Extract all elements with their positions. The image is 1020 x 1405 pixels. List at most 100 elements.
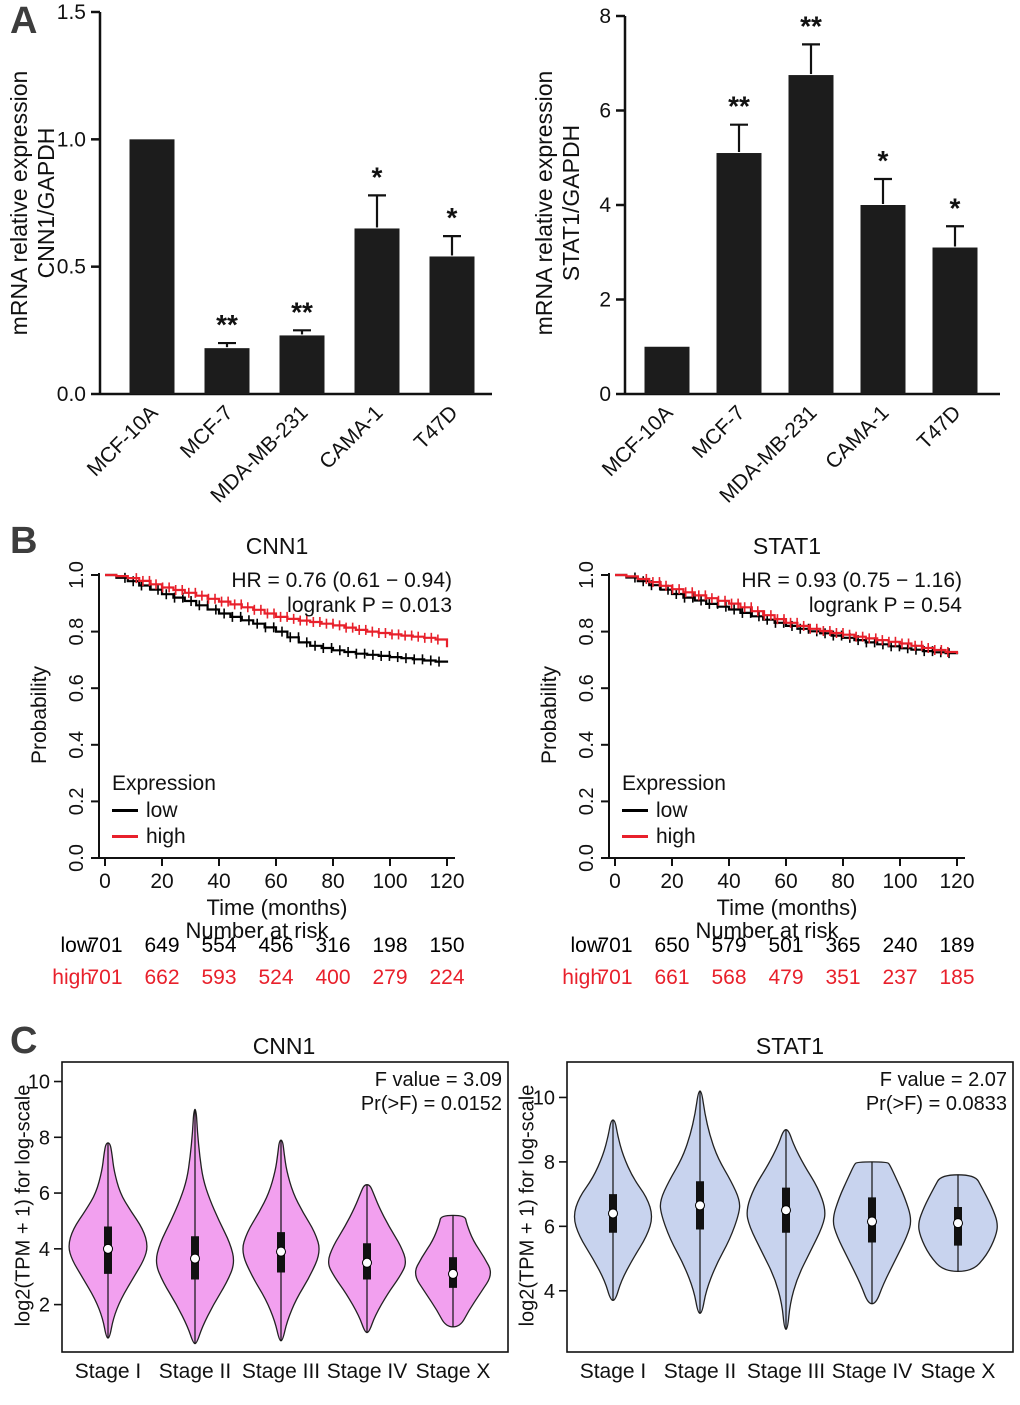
svg-text:8: 8: [544, 1152, 555, 1174]
svg-text:Stage X: Stage X: [921, 1360, 996, 1383]
svg-text:**: **: [728, 91, 750, 122]
violin-cnn1: 2 4 6 8 10 Stage I Stage II Stage III Stage IV St…: [28, 1061, 509, 1383]
svg-text:6: 6: [39, 1183, 50, 1205]
svg-text:649: 649: [144, 934, 179, 957]
bar-cnn1-ylabel: mRNA relative expression CNN1/GAPDH: [6, 0, 60, 413]
violin-stat1-ylabel: log2(TPM + 1) for log-scale: [516, 1084, 539, 1327]
bar-cnn1-ylabel-line2: CNN1/GAPDH: [33, 127, 59, 279]
km-cnn1-legend: Expression low high: [112, 772, 216, 848]
km-cnn1-legend-high-label: high: [146, 825, 186, 848]
svg-text:6: 6: [599, 100, 611, 123]
svg-text:MCF-10A: MCF-10A: [83, 401, 163, 481]
svg-text:661: 661: [654, 966, 689, 989]
svg-text:4: 4: [544, 1281, 555, 1303]
km-stat1-legend-low: low: [622, 799, 726, 822]
svg-text:4: 4: [599, 194, 611, 217]
violin-cnn1-annotation: F value = 3.09 Pr(>F) = 0.0152: [240, 1068, 502, 1116]
svg-text:MCF-7: MCF-7: [176, 401, 238, 463]
svg-text:0.0: 0.0: [576, 844, 598, 872]
svg-text:60: 60: [774, 870, 797, 893]
bar-stat1-ylabel-line1: mRNA relative expression: [531, 70, 557, 336]
svg-text:60: 60: [264, 870, 287, 893]
km-stat1-legend-title: Expression: [622, 772, 726, 795]
svg-text:80: 80: [831, 870, 854, 893]
svg-text:*: *: [372, 161, 383, 192]
svg-text:Stage II: Stage II: [664, 1360, 736, 1383]
svg-text:524: 524: [258, 966, 293, 989]
svg-text:240: 240: [882, 934, 917, 957]
svg-text:579: 579: [711, 934, 746, 957]
svg-text:0.4: 0.4: [576, 731, 598, 759]
svg-text:701: 701: [597, 934, 632, 957]
svg-text:CAMA-1: CAMA-1: [821, 401, 893, 473]
svg-text:593: 593: [201, 966, 236, 989]
svg-text:**: **: [291, 296, 313, 327]
svg-text:0.0: 0.0: [66, 844, 88, 872]
svg-text:1.5: 1.5: [57, 1, 86, 24]
svg-text:*: *: [950, 192, 961, 223]
svg-text:100: 100: [882, 870, 917, 893]
km-stat1-xlabel: Time (months): [716, 895, 858, 920]
svg-text:80: 80: [321, 870, 344, 893]
svg-text:0.0: 0.0: [57, 383, 86, 406]
low-line-swatch: [112, 809, 138, 812]
svg-text:0.2: 0.2: [66, 787, 88, 815]
svg-text:0: 0: [609, 870, 621, 893]
svg-text:Stage I: Stage I: [75, 1360, 142, 1383]
km-cnn1-legend-title: Expression: [112, 772, 216, 795]
svg-text:198: 198: [372, 934, 407, 957]
high-line-swatch: [112, 835, 138, 838]
bar-cnn1-ylabel-line1: mRNA relative expression: [6, 70, 32, 336]
svg-text:2: 2: [39, 1295, 50, 1317]
svg-text:0.2: 0.2: [576, 787, 598, 815]
km-cnn1-ylabel: Probability: [28, 665, 51, 765]
km-cnn1-xlabel: Time (months): [206, 895, 348, 920]
violin-cnn1-title: CNN1: [252, 1033, 316, 1059]
bar-cnn1: 0.00.51.01.5MCF-10A**MCF-7**MDA-MB-231*C…: [57, 1, 492, 507]
high-line-swatch: [622, 835, 648, 838]
bar-stat1-ylabel: mRNA relative expression STAT1/GAPDH: [531, 0, 585, 413]
svg-text:MCF-7: MCF-7: [688, 401, 750, 463]
violin-stat1-annotation: F value = 2.07 Pr(>F) = 0.0833: [745, 1068, 1007, 1116]
bar-stat1: 02468MCF-10A**MCF-7**MDA-MB-231*CAMA-1*T…: [598, 5, 1000, 507]
km-cnn1-logrank-text: logrank P = 0.013: [287, 594, 452, 617]
svg-text:701: 701: [87, 966, 122, 989]
svg-text:316: 316: [315, 934, 350, 957]
svg-text:Stage III: Stage III: [242, 1360, 320, 1383]
panel-a-label: A: [10, 0, 38, 42]
violin-cnn1-fvalue-text: F value = 3.09: [374, 1069, 502, 1091]
km-cnn1-legend-low-label: low: [146, 799, 178, 822]
svg-text:650: 650: [654, 934, 689, 957]
svg-text:Stage II: Stage II: [159, 1360, 231, 1383]
svg-text:0.8: 0.8: [576, 618, 598, 646]
svg-text:0.4: 0.4: [66, 731, 88, 759]
km-stat1-legend-high-label: high: [656, 825, 696, 848]
svg-text:400: 400: [315, 966, 350, 989]
svg-text:1.0: 1.0: [66, 561, 88, 589]
svg-text:701: 701: [87, 934, 122, 957]
svg-text:1.0: 1.0: [57, 128, 86, 151]
svg-text:T47D: T47D: [913, 401, 966, 454]
svg-text:185: 185: [939, 966, 974, 989]
svg-text:456: 456: [258, 934, 293, 957]
km-stat1-logrank-text: logrank P = 0.54: [808, 594, 962, 617]
svg-text:0.8: 0.8: [66, 618, 88, 646]
svg-text:0.5: 0.5: [57, 256, 86, 279]
km-stat1-legend: Expression low high: [622, 772, 726, 848]
svg-text:120: 120: [429, 870, 464, 893]
violin-cnn1-ylabel: log2(TPM + 1) for log-scale: [12, 1084, 35, 1327]
svg-text:6: 6: [544, 1216, 555, 1238]
svg-text:40: 40: [717, 870, 740, 893]
svg-text:701: 701: [597, 966, 632, 989]
svg-text:Stage IV: Stage IV: [832, 1360, 913, 1383]
svg-text:0.6: 0.6: [66, 674, 88, 702]
svg-text:**: **: [216, 309, 238, 340]
svg-text:662: 662: [144, 966, 179, 989]
svg-text:Stage X: Stage X: [416, 1360, 491, 1383]
km-stat1-legend-high: high: [622, 825, 726, 848]
svg-text:*: *: [878, 145, 889, 176]
km-stat1-legend-low-label: low: [656, 799, 688, 822]
